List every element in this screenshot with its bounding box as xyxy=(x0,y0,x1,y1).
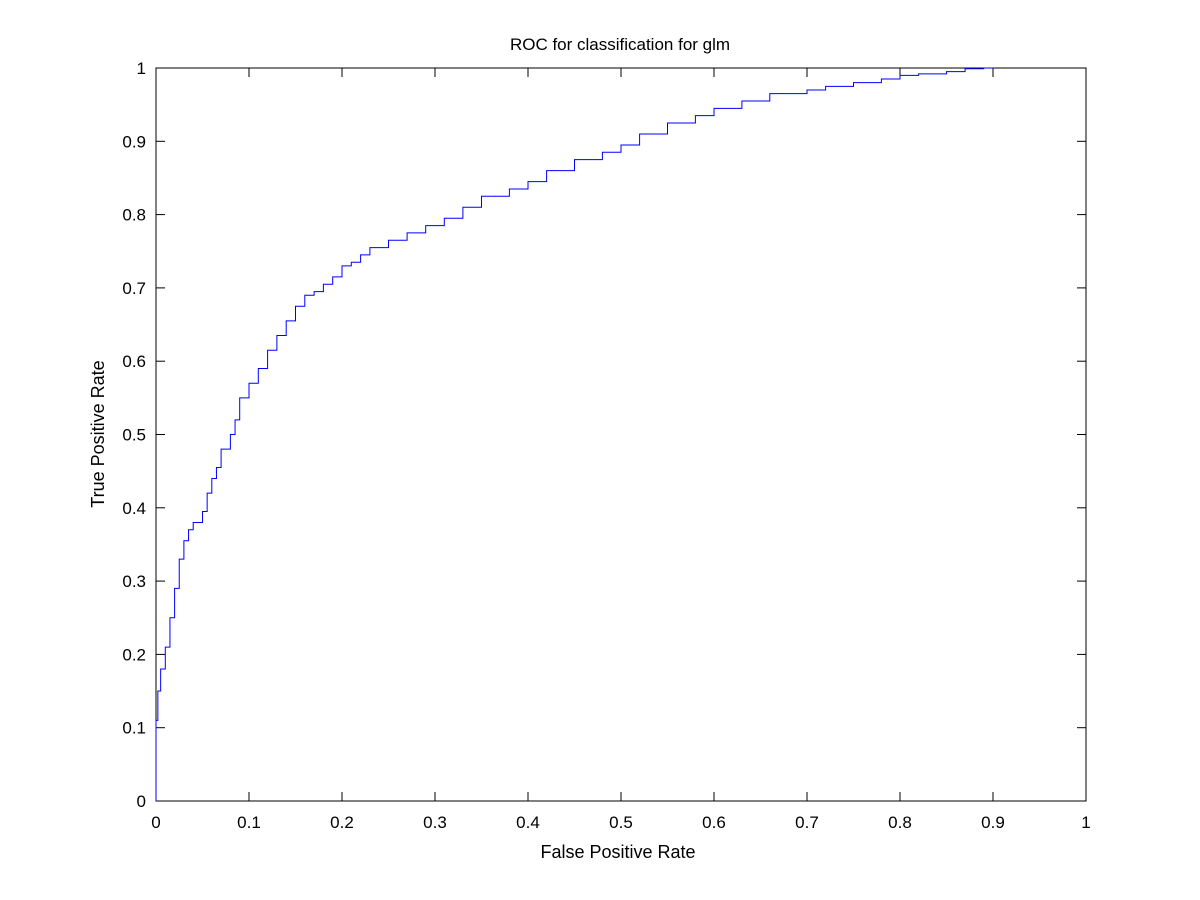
y-tick-label: 0.2 xyxy=(122,645,146,664)
y-tick-label: 0.7 xyxy=(122,279,146,298)
x-axis-label: False Positive Rate xyxy=(540,842,695,862)
x-tick-label: 0.9 xyxy=(981,813,1005,832)
y-tick-label: 1 xyxy=(137,59,146,78)
axes-box xyxy=(155,67,1087,802)
y-tick-label: 0.6 xyxy=(122,352,146,371)
y-tick-label: 0.3 xyxy=(122,572,146,591)
y-tick-label: 0.9 xyxy=(122,132,146,151)
x-tick-label: 0.5 xyxy=(609,813,633,832)
y-tick-label: 0.1 xyxy=(122,719,146,738)
chart-title: ROC for classification for glm xyxy=(510,35,730,54)
y-tick-label: 0.4 xyxy=(122,499,146,518)
roc-curve-line xyxy=(155,67,993,801)
x-tick-label: 0.1 xyxy=(237,813,261,832)
x-tick-label: 0.4 xyxy=(516,813,540,832)
y-tick-label: 0.5 xyxy=(122,426,146,445)
x-tick-label: 0.8 xyxy=(888,813,912,832)
y-tick-label: 0.8 xyxy=(122,206,146,225)
y-axis-ticks: 0 0.1 0.2 0.3 0.4 0.5 0.6 0.7 0.8 0.9 1 xyxy=(122,59,1086,811)
y-tick-label: 0 xyxy=(137,792,146,811)
x-tick-label: 0 xyxy=(151,813,160,832)
x-tick-label: 0.2 xyxy=(330,813,354,832)
x-tick-label: 0.7 xyxy=(795,813,819,832)
x-axis-ticks: 0 0.1 0.2 0.3 0.4 0.5 0.6 0.7 0.8 0.9 1 xyxy=(151,68,1091,832)
plot-area: 0 0.1 0.2 0.3 0.4 0.5 0.6 0.7 0.8 0.9 1 0 0.1 0.2 0.3… xyxy=(122,59,1090,832)
y-axis-label: True Positive Rate xyxy=(88,360,108,507)
x-tick-label: 1 xyxy=(1081,813,1090,832)
x-tick-label: 0.6 xyxy=(702,813,726,832)
x-tick-label: 0.3 xyxy=(423,813,447,832)
